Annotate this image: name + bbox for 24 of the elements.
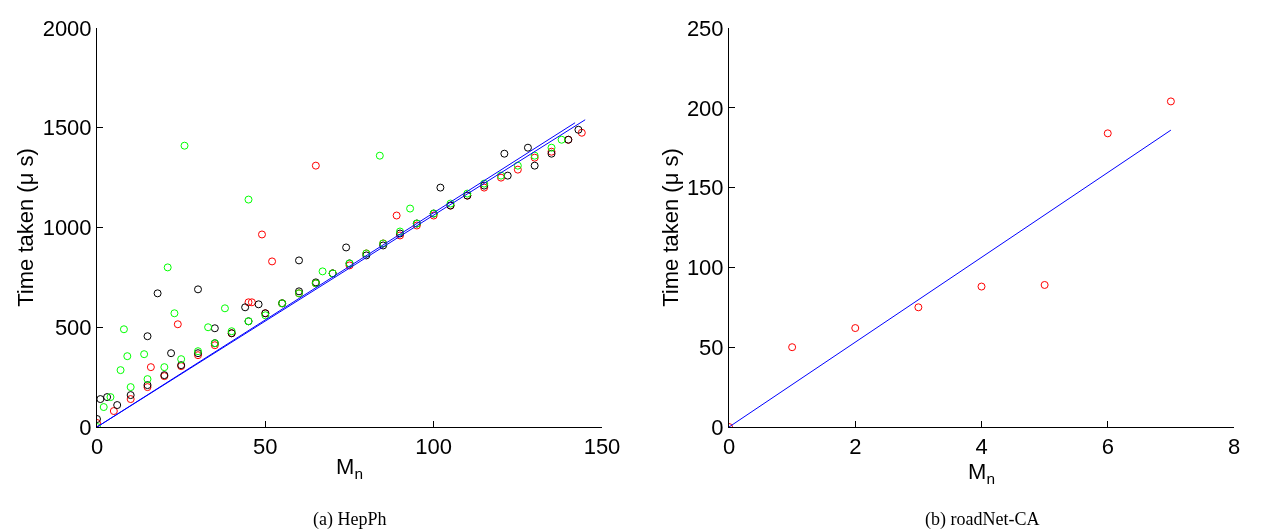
x-tick-label: 2 <box>849 434 862 460</box>
y-tick-label: 0 <box>79 414 92 440</box>
x-tick-label: 50 <box>253 434 278 460</box>
y-tick-label: 2000 <box>42 15 92 41</box>
y-axis-title: Time taken (μ s) <box>13 148 39 307</box>
y-tick-label: 500 <box>54 314 92 340</box>
y-tick-label: 200 <box>686 95 724 121</box>
y-tick-label: 0 <box>711 414 724 440</box>
x-tick-label: 4 <box>975 434 988 460</box>
y-axis-title: Time taken (μ s) <box>657 148 683 307</box>
y-tick-label: 1500 <box>42 115 92 141</box>
x-axis-title: M$_{n}$ <box>968 459 995 488</box>
y-tick-label: 100 <box>686 255 724 281</box>
y-tick-label: 150 <box>686 175 724 201</box>
text: (b) roadNet-CA <box>925 509 1040 530</box>
y-tick-label: 250 <box>686 15 724 41</box>
x-tick-label: 150 <box>583 434 621 460</box>
y-tick-label: 1000 <box>42 215 92 241</box>
x-tick-label: 8 <box>1227 434 1241 460</box>
text: (a) HepPh <box>313 509 387 530</box>
x-axis-title: M$_{n}$ <box>336 454 363 482</box>
y-tick-label: 50 <box>699 334 724 360</box>
x-tick-label: 6 <box>1101 434 1114 460</box>
x-tick-label: 100 <box>415 434 453 460</box>
